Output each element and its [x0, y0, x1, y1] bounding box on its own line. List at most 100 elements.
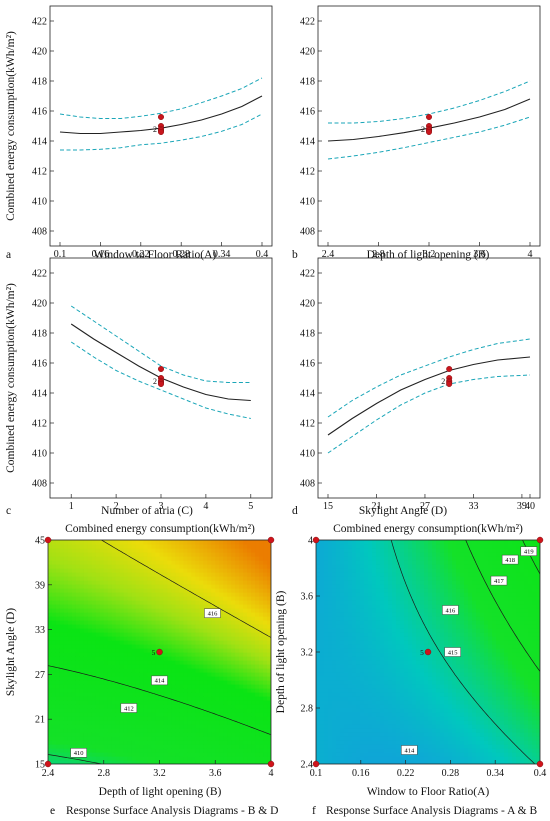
surface-cell: [239, 608, 244, 613]
surface-cell: [352, 732, 357, 737]
surface-cell: [63, 648, 69, 653]
surface-cell: [79, 564, 85, 569]
surface-cell: [187, 712, 192, 717]
surface-cell: [316, 640, 321, 645]
surface-cell: [223, 696, 228, 701]
surface-cell: [199, 708, 204, 713]
surface-cell: [139, 644, 145, 649]
surface-cell: [348, 600, 353, 605]
surface-cell: [239, 636, 244, 641]
surface-cell: [111, 696, 117, 701]
surface-cell: [243, 612, 248, 617]
surface-cell: [83, 668, 89, 673]
surface-cell: [91, 660, 97, 665]
surface-cell: [239, 740, 244, 745]
surface-cell: [83, 756, 89, 761]
surface-cell: [48, 668, 53, 673]
surface-cell: [223, 572, 228, 577]
x-tick-label: 3.6: [209, 768, 222, 779]
surface-cell: [143, 556, 149, 561]
surface-cell: [332, 580, 337, 585]
surface-cell: [215, 740, 220, 745]
surface-cell: [356, 604, 361, 609]
surface-cell: [332, 660, 337, 665]
surface-cell: [99, 708, 105, 713]
surface-cell: [211, 600, 216, 605]
surface-cell: [364, 748, 369, 753]
surface-cell: [388, 576, 393, 581]
surface-cell: [251, 620, 256, 625]
surface-cell: [404, 568, 409, 573]
surface-cell: [91, 712, 97, 717]
surface-cell: [324, 576, 329, 581]
surface-cell: [175, 708, 181, 713]
surface-cell: [231, 684, 236, 689]
surface-cell: [360, 668, 365, 673]
surface-cell: [384, 576, 389, 581]
surface-cell: [247, 612, 252, 617]
surface-cell: [163, 636, 169, 641]
surface-cell: [51, 652, 57, 657]
surface-cell: [203, 688, 208, 693]
surface-cell: [91, 696, 97, 701]
surface-cell: [48, 684, 53, 689]
surface-cell: [83, 760, 89, 764]
surface-cell: [368, 632, 373, 637]
surface-cell: [103, 640, 109, 645]
surface-cell: [111, 540, 117, 545]
surface-cell: [151, 708, 157, 713]
surface-cell: [123, 628, 129, 633]
surface-cell: [151, 548, 157, 553]
surface-cell: [139, 676, 145, 681]
surface-cell: [95, 676, 101, 681]
surface-cell: [167, 624, 173, 629]
surface-cell: [203, 544, 208, 549]
surface-cell: [372, 608, 377, 613]
surface-cell: [223, 580, 228, 585]
surface-cell: [127, 620, 133, 625]
surface-cell: [83, 652, 89, 657]
surface-cell: [352, 540, 357, 545]
surface-cell: [151, 732, 157, 737]
surface-cell: [87, 636, 93, 641]
surface-cell: [99, 720, 105, 725]
surface-cell: [404, 548, 409, 553]
surface-cell: [119, 664, 125, 669]
surface-cell: [207, 628, 212, 633]
surface-cell: [235, 572, 240, 577]
surface-cell: [147, 748, 153, 753]
surface-cell: [364, 668, 369, 673]
surface-cell: [59, 752, 65, 757]
surface-cell: [408, 604, 413, 609]
surface-cell: [247, 604, 252, 609]
surface-cell: [428, 696, 433, 701]
surface-cell: [396, 588, 401, 593]
surface-cell: [392, 596, 397, 601]
surface-cell: [219, 576, 224, 581]
surface-cell: [143, 708, 149, 713]
surface-cell: [163, 616, 169, 621]
surface-cell: [267, 588, 271, 593]
surface-cell: [187, 548, 192, 553]
surface-cell: [388, 644, 393, 649]
surface-cell: [356, 648, 361, 653]
surface-cell: [263, 740, 268, 745]
surface-cell: [203, 584, 208, 589]
surface-cell: [51, 676, 57, 681]
surface-cell: [384, 672, 389, 677]
surface-cell: [336, 704, 341, 709]
surface-cell: [356, 736, 361, 741]
surface-cell: [59, 592, 65, 597]
surface-cell: [320, 596, 325, 601]
surface-cell: [408, 564, 413, 569]
surface-cell: [396, 708, 401, 713]
surface-cell: [360, 732, 365, 737]
surface-cell: [135, 720, 141, 725]
surface-cell: [183, 712, 188, 717]
surface-cell: [400, 560, 405, 565]
surface-cell: [51, 636, 57, 641]
surface-cell: [408, 724, 413, 729]
surface-cell: [143, 704, 149, 709]
surface-cell: [336, 628, 341, 633]
surface-cell: [123, 724, 129, 729]
